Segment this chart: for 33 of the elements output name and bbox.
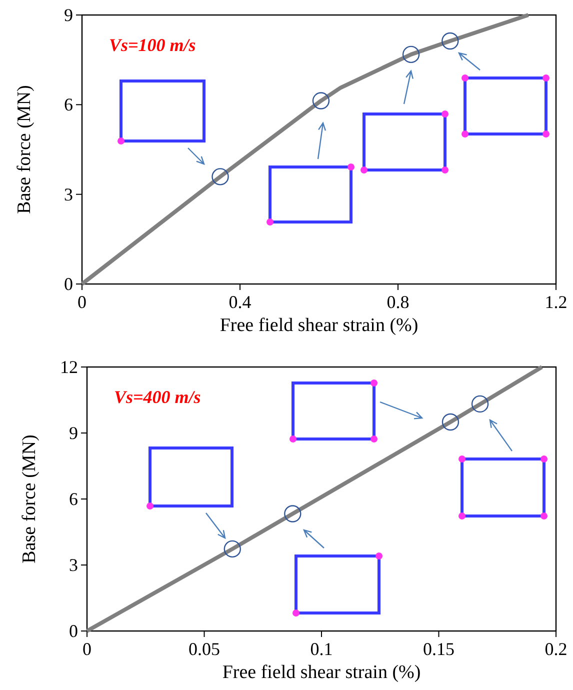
x-tick-label: 1.2 [544, 292, 568, 312]
y-tick-label: 0 [69, 621, 78, 641]
x-tick-label: 0.4 [228, 292, 252, 312]
point [402, 46, 420, 64]
x-tick-label: 0.8 [386, 292, 410, 312]
y-tick-label: 3 [69, 555, 78, 575]
point [442, 413, 460, 431]
y-tick-label: 9 [64, 5, 73, 25]
annotation: Vs=100 m/s [109, 35, 196, 55]
x-tick-label: 0 [82, 639, 92, 659]
y-tick-label: 9 [69, 423, 78, 443]
point [212, 168, 229, 186]
y-tick-label: 3 [64, 184, 73, 204]
x-axis-title: Free field shear strain (%) [220, 315, 418, 336]
x-tick-label: 0.1 [310, 639, 333, 659]
x-axis-title: Free field shear strain (%) [222, 662, 421, 683]
x-tick-label: 0.2 [544, 639, 568, 659]
line-series [85, 365, 544, 633]
line-series [80, 13, 530, 286]
x-tick-label: 0.05 [188, 639, 220, 659]
y-axis-title: Base force (MN) [19, 434, 40, 564]
y-tick-label: 12 [60, 357, 78, 377]
y-tick-label: 6 [69, 489, 78, 509]
point [224, 540, 241, 558]
y-tick-label: 0 [64, 274, 73, 294]
point [471, 395, 489, 413]
annotation: Vs=400 m/s [114, 387, 201, 407]
point [284, 505, 302, 522]
point [442, 32, 459, 50]
point [312, 92, 330, 110]
y-tick-label: 6 [64, 94, 73, 115]
y-axis-title: Base force (MN) [14, 85, 35, 214]
x-tick-label: 0.15 [423, 639, 454, 659]
